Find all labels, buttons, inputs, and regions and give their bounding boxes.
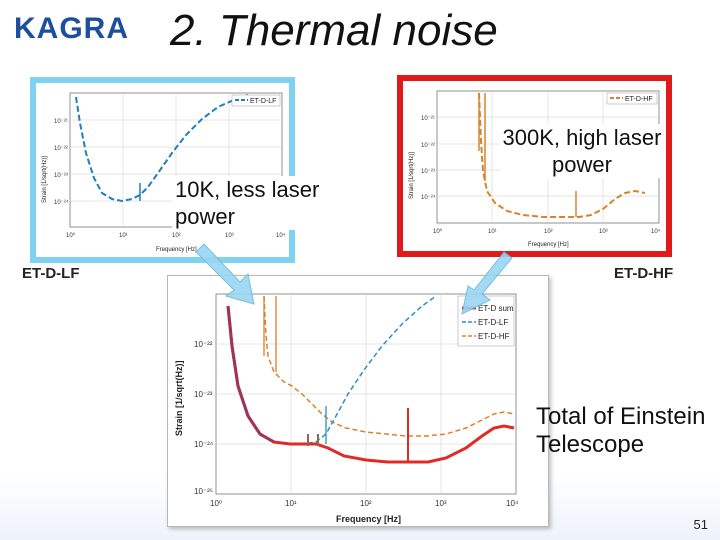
lf-caption: 10K, less laser power [172, 176, 378, 230]
total-sum-overlap [226, 305, 275, 444]
total-ytick: 10⁻²² [194, 340, 213, 349]
lf-ylabel: Strain [1/sqrt(Hz)] [42, 156, 48, 203]
hf-xtick: 10⁰ [433, 228, 443, 235]
total-plot-frame: ET-D sum ET-D-LF ET-D-HF 10⁻²² 10⁻²³ 10⁻… [167, 275, 549, 527]
hf-label: ET-D-HF [614, 265, 674, 282]
total-xtick: 10⁰ [210, 499, 222, 508]
total-xtick: 10⁴ [506, 499, 519, 508]
hf-xlabel: Frequency [Hz] [528, 242, 569, 248]
hf-ytick: 10⁻²³ [421, 169, 435, 175]
logo-text: KAGRA [14, 12, 129, 45]
lf-ytick: 10⁻²³ [54, 173, 68, 179]
total-lf-curve [227, 295, 437, 445]
lf-ytick: 10⁻²² [54, 146, 68, 152]
hf-ylabel: Strain [1/sqrt(Hz)] [409, 152, 415, 199]
total-ytick: 10⁻²⁴ [194, 440, 214, 449]
lf-xtick: 10² [172, 233, 181, 239]
lf-plot: ET-D-LF 10⁻²¹ 10⁻²² 10⁻²³ 10⁻²⁴ 10⁰ 10¹ … [42, 92, 286, 253]
total-legend-hf: ET-D-HF [478, 332, 510, 341]
hf-legend-text: ET-D-HF [625, 96, 653, 103]
lf-label: ET-D-LF [22, 265, 80, 282]
hf-ytick: 10⁻²⁴ [421, 194, 436, 201]
hf-ytick: 10⁻²¹ [421, 116, 435, 122]
lf-ytick: 10⁻²¹ [54, 119, 68, 125]
kagra-logo: KAGRA [4, 6, 128, 52]
total-xtick: 10³ [435, 499, 447, 508]
total-xtick: 10¹ [285, 499, 297, 508]
total-xtick: 10² [360, 499, 372, 508]
total-caption: Total of Einstein Telescope [536, 403, 706, 458]
lf-curve [75, 94, 249, 203]
total-ytick: 10⁻²⁵ [194, 487, 213, 496]
total-hf-curve [263, 295, 515, 437]
lf-xtick: 10⁰ [66, 232, 76, 239]
lf-plot-frame: ET-D-LF 10⁻²¹ 10⁻²² 10⁻²³ 10⁻²⁴ 10⁰ 10¹ … [30, 77, 295, 263]
total-legend-sum: ET-D sum [478, 304, 514, 313]
hf-curve [478, 92, 646, 218]
lf-legend-box [231, 94, 281, 107]
slide-title: 2. Thermal noise [170, 6, 498, 55]
total-ytick: 10⁻²³ [194, 390, 213, 399]
hf-plot-frame: ET-D-HF 10⁻²¹ 10⁻²² 10⁻²³ 10⁻²⁴ 10⁰ 10¹ … [397, 75, 672, 257]
total-ylabel: Strain [1/sqrt(Hz)] [174, 360, 184, 436]
hf-xtick: 10² [544, 229, 553, 235]
total-plot: ET-D sum ET-D-LF ET-D-HF 10⁻²² 10⁻²³ 10⁻… [174, 293, 519, 524]
hf-ytick: 10⁻²² [421, 143, 435, 149]
hf-caption: 300K, high laser power [500, 124, 664, 178]
lf-ytick: 10⁻²⁴ [54, 199, 69, 206]
lf-xtick: 10³ [225, 233, 234, 239]
hf-xtick: 10³ [599, 229, 608, 235]
page-number: 51 [693, 517, 708, 532]
hf-legend-box [606, 92, 658, 105]
lf-legend-text: ET-D-LF [250, 98, 276, 105]
total-legend-lf: ET-D-LF [478, 318, 508, 327]
total-xlabel: Frequency [Hz] [336, 514, 401, 524]
lf-xtick: 10⁴ [276, 232, 286, 239]
hf-xtick: 10¹ [488, 229, 497, 235]
hf-xtick: 10⁴ [651, 228, 661, 235]
lf-xlabel: Frequency [Hz] [156, 247, 197, 253]
lf-xtick: 10¹ [119, 233, 128, 239]
